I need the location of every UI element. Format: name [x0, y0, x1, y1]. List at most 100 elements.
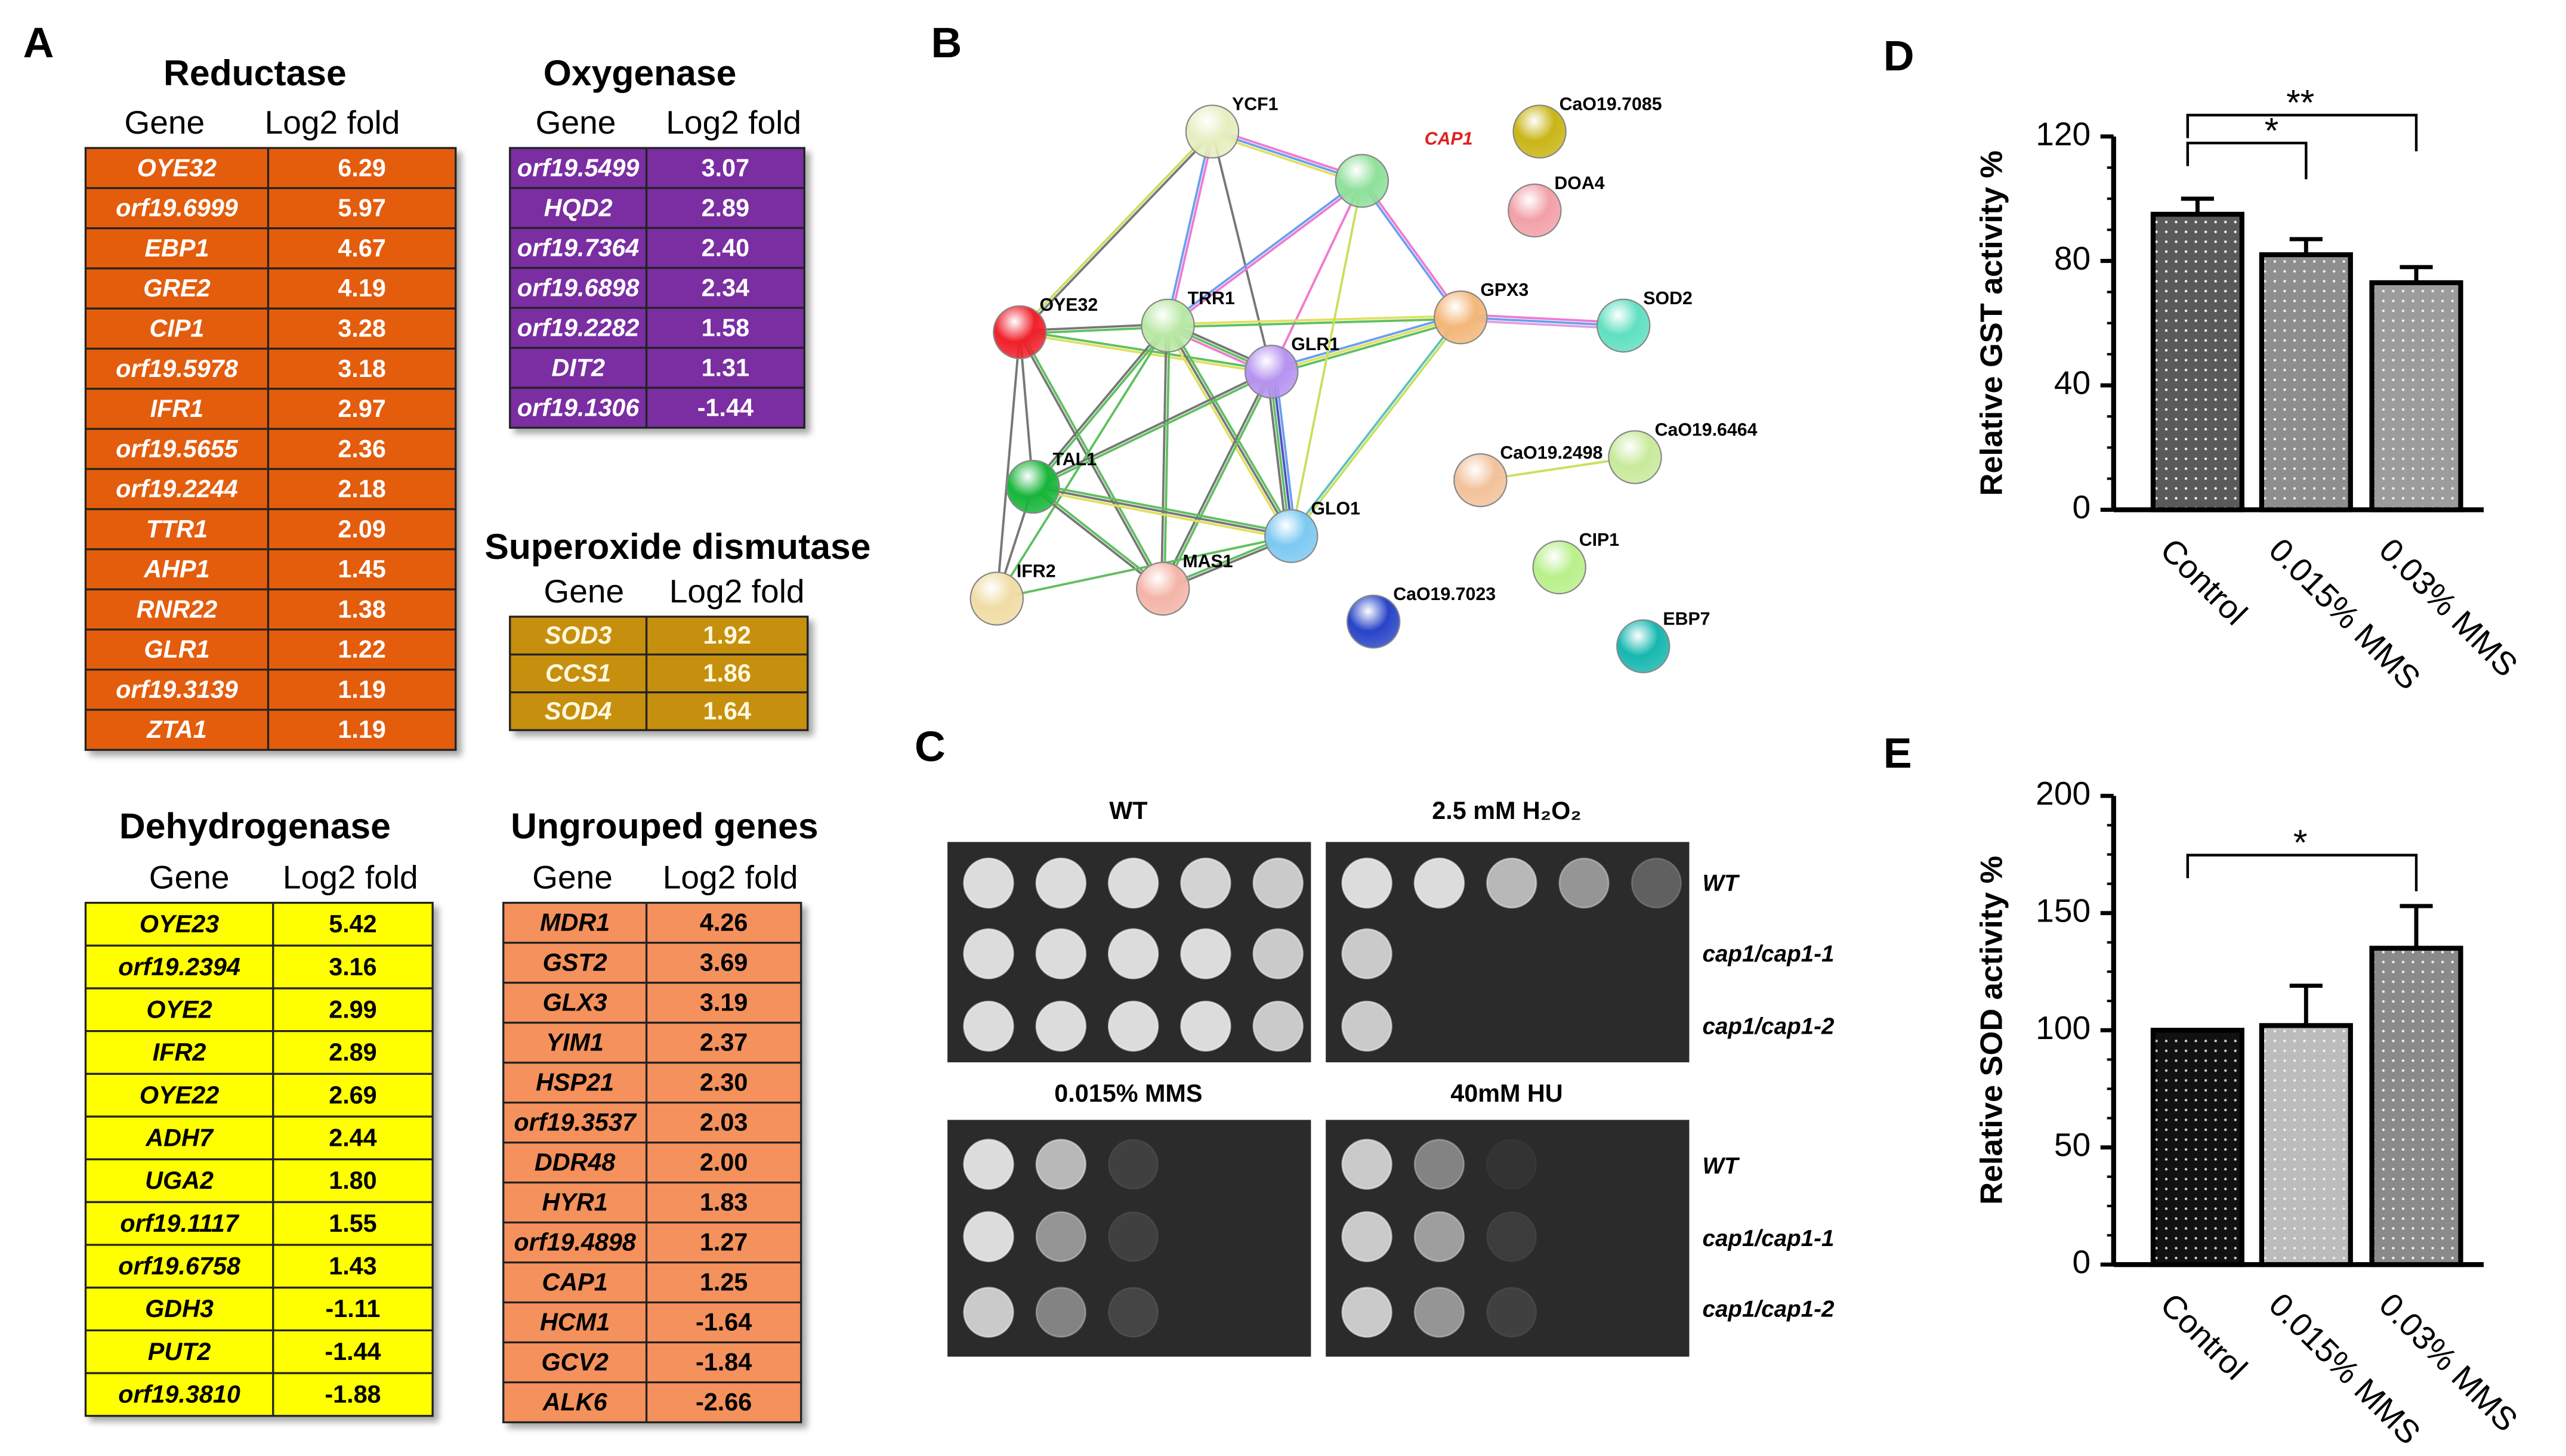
- table-title: Oxygenase: [544, 52, 737, 93]
- colony-spot: [1413, 1287, 1465, 1338]
- condition-label: 40mM HU: [1450, 1080, 1563, 1107]
- node-label: MAS1: [1182, 552, 1233, 571]
- colony-spot: [1487, 1139, 1537, 1189]
- colony-spot: [1180, 928, 1231, 979]
- edge: [1272, 319, 1462, 376]
- condition-label: 0.015% MMS: [1054, 1080, 1202, 1107]
- bar: [2259, 1023, 2353, 1268]
- table-title: Dehydrogenase: [119, 806, 391, 846]
- colony-spot: [1035, 1287, 1087, 1338]
- colony-spot: [1341, 1139, 1392, 1190]
- y-tick-label: 40: [2054, 364, 2091, 401]
- colony-spot: [1341, 1287, 1392, 1338]
- gene-cell: OYE2: [146, 996, 212, 1023]
- colony-spot: [963, 1000, 1014, 1052]
- strain-label: cap1/cap1-2: [1703, 1296, 1835, 1322]
- gene-cell: GRE2: [143, 274, 211, 302]
- node: [1512, 104, 1567, 159]
- node: [1616, 619, 1670, 673]
- table-header: Gene: [124, 104, 205, 141]
- node-label: CAP1: [1425, 129, 1473, 149]
- edge: [1460, 319, 1624, 330]
- edge: [1270, 313, 1460, 370]
- colony-spot: [963, 1139, 1014, 1190]
- fold-cell: 1.83: [700, 1189, 748, 1216]
- strain-label: cap1/cap1-1: [1703, 941, 1835, 967]
- fold-cell: -1.44: [325, 1338, 381, 1365]
- strain-label: WT: [1703, 1154, 1740, 1179]
- fold-cell: 1.19: [338, 716, 385, 743]
- fold-cell: 2.18: [338, 475, 385, 503]
- gene-cell: GST2: [543, 949, 607, 976]
- edge: [1160, 370, 1271, 589]
- table-title: Ungrouped genes: [511, 806, 818, 846]
- edge: [1166, 324, 1292, 537]
- node: [1264, 509, 1318, 563]
- fold-cell: 5.97: [338, 194, 385, 222]
- node: [1346, 594, 1401, 649]
- gene-cell: OYE22: [140, 1081, 219, 1109]
- node: [1006, 459, 1060, 514]
- y-tick-label: 0: [2072, 1244, 2091, 1281]
- table-header: Log2 fold: [283, 859, 418, 896]
- fold-cell: -1.64: [696, 1309, 752, 1336]
- fold-cell: 1.38: [338, 595, 385, 623]
- table-header: Gene: [544, 573, 624, 610]
- edge: [1163, 325, 1171, 589]
- fold-cell: 1.31: [702, 354, 749, 381]
- edge: [1031, 487, 1163, 591]
- fold-cell: 2.89: [702, 194, 749, 221]
- table-body: [84, 147, 457, 751]
- edge: [1033, 326, 1170, 489]
- colony-spot: [1107, 1139, 1159, 1190]
- colony-spot: [1341, 928, 1392, 979]
- colony-spot: [1341, 857, 1392, 909]
- gene-cell: DIT2: [551, 354, 605, 381]
- x-tick-label: Control: [2153, 531, 2254, 632]
- edge: [1169, 323, 1295, 536]
- gene-cell: orf19.5978: [116, 355, 238, 382]
- colony-spot: [1252, 928, 1304, 979]
- fold-cell: 2.40: [702, 234, 749, 261]
- y-tick-label: 100: [2036, 1009, 2091, 1046]
- table-body: [509, 147, 805, 429]
- gene-cell: CIP1: [149, 315, 204, 342]
- strain-label: cap1/cap1-2: [1703, 1013, 1835, 1039]
- node: [1608, 430, 1662, 484]
- edge: [1268, 372, 1291, 537]
- colony-spot: [963, 1287, 1014, 1338]
- table-title: Reductase: [163, 52, 347, 93]
- node: [1596, 298, 1651, 353]
- edge: [1460, 313, 1624, 324]
- fold-cell: 2.00: [700, 1149, 748, 1176]
- significance-bracket: [2186, 141, 2308, 180]
- colony-spot: [1107, 1287, 1159, 1338]
- fold-cell: 1.19: [338, 676, 385, 703]
- gene-cell: SOD3: [545, 622, 612, 649]
- bar: [2369, 280, 2463, 512]
- edge: [1165, 131, 1212, 326]
- y-axis-label: Relative GST activity %: [1974, 150, 2009, 496]
- colony-spot: [1107, 928, 1159, 979]
- fold-cell: 2.34: [702, 274, 749, 301]
- fold-cell: -1.88: [325, 1381, 381, 1408]
- gene-cell: IFR2: [153, 1038, 206, 1066]
- fold-cell: 2.36: [338, 435, 385, 462]
- gene-cell: RNR22: [137, 595, 218, 623]
- edge: [1168, 181, 1364, 328]
- y-tick-label: 80: [2054, 240, 2091, 277]
- fold-cell: 4.26: [700, 909, 748, 936]
- gene-cell: GCV2: [541, 1349, 609, 1376]
- node: [1453, 453, 1508, 508]
- significance-label: **: [2286, 82, 2314, 122]
- panel-label: B: [931, 19, 962, 67]
- edge: [1168, 131, 1215, 326]
- fold-cell: 5.42: [329, 910, 376, 938]
- edge: [1033, 483, 1292, 534]
- gene-cell: ADH7: [145, 1124, 214, 1151]
- edge: [1164, 326, 1290, 539]
- edge: [1211, 131, 1273, 372]
- fold-cell: 1.92: [703, 622, 751, 649]
- colony-spot: [1486, 1287, 1537, 1338]
